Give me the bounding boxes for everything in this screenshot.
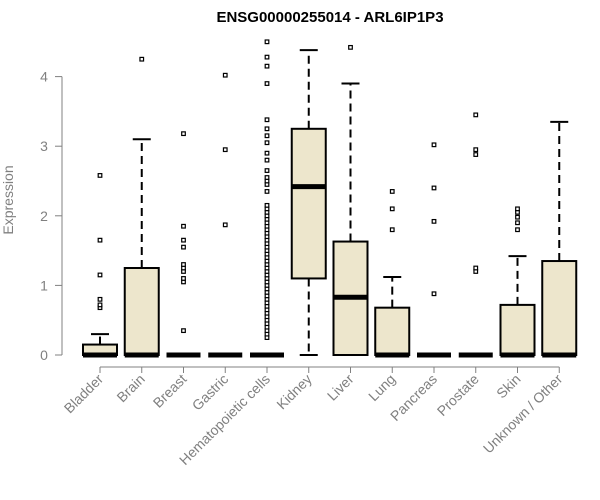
outlier-point (431, 218, 437, 224)
box-5 (290, 49, 327, 356)
outlier-point (515, 214, 520, 220)
chart-title: ENSG00000255014 - ARL6IP1P3 (216, 9, 443, 26)
box-6 (332, 44, 369, 356)
y-tick-label-3: 3 (40, 138, 48, 154)
y-axis-label: Expression (0, 165, 16, 234)
y-tick-label-0: 0 (40, 347, 48, 363)
outlier-point (97, 272, 103, 278)
outlier-point (97, 173, 103, 178)
outlier-point (473, 265, 479, 271)
plot-area (82, 39, 578, 358)
x-tick-label: Lung (365, 371, 398, 404)
outlier-point (222, 72, 228, 78)
box-body (374, 306, 411, 356)
box-4 (250, 39, 284, 358)
y-axis: 0 1 2 3 4 (40, 69, 63, 363)
outlier-point (222, 222, 228, 228)
x-tick-label: Bladder (61, 371, 107, 417)
outlier-point (181, 244, 186, 250)
outlier-point (264, 150, 270, 156)
outlier-point (264, 175, 270, 180)
x-tick-label: Kidney (273, 371, 315, 413)
box-body (541, 260, 578, 357)
outlier-point (181, 328, 186, 334)
outlier-point (264, 54, 270, 60)
outlier-point (473, 147, 479, 153)
outlier-point (264, 81, 270, 86)
x-tick-label: Liver (324, 371, 357, 404)
outlier-point (264, 63, 270, 69)
box-2 (166, 131, 201, 358)
box-0 (82, 173, 118, 358)
outlier-point (181, 237, 186, 243)
y-tick-label-2: 2 (40, 208, 48, 224)
x-tick-label: Skin (493, 371, 524, 402)
x-tick-label: Breast (150, 371, 190, 411)
outlier-point (473, 112, 479, 118)
outlier-point (139, 56, 145, 62)
box-9 (458, 112, 493, 358)
box-body (123, 267, 160, 356)
outlier-point (431, 291, 437, 297)
outlier-point (473, 152, 479, 157)
box-body (499, 303, 536, 356)
outlier-point (389, 227, 395, 233)
y-tick-label-4: 4 (40, 69, 48, 85)
outlier-point (389, 189, 395, 194)
x-tick-label: Unknown / Other (480, 371, 566, 457)
outlier-point (222, 147, 228, 153)
outlier-point (97, 237, 103, 243)
box-10 (499, 206, 536, 358)
y-tick-label-1: 1 (40, 277, 48, 293)
outlier-point (431, 142, 437, 148)
outlier-point (264, 189, 270, 194)
outlier-point (264, 117, 270, 123)
outlier-point (181, 276, 186, 281)
outlier-point (348, 44, 353, 50)
outlier-point (264, 39, 270, 45)
outlier-point (264, 168, 270, 173)
outlier-point (264, 126, 270, 132)
box-3 (208, 72, 243, 358)
outlier-point (181, 223, 186, 229)
box-8 (417, 142, 451, 358)
box-1 (123, 56, 160, 358)
outlier-point (264, 157, 270, 163)
outlier-point (431, 185, 437, 191)
outlier-point (515, 206, 520, 212)
outlier-point (181, 262, 186, 267)
outlier-point (264, 140, 270, 146)
outlier-point (97, 296, 103, 302)
box-11 (541, 120, 578, 358)
outlier-point (515, 220, 520, 226)
outlier-point (181, 131, 186, 137)
outlier-point (264, 202, 270, 208)
outlier-point (97, 302, 103, 308)
outlier-point (515, 227, 520, 233)
x-tick-label: Prostate (434, 371, 482, 419)
box-body (290, 127, 327, 280)
outlier-point (264, 133, 270, 139)
outlier-point (389, 206, 395, 212)
x-tick-label: Brain (113, 371, 147, 405)
box-7 (374, 189, 411, 358)
